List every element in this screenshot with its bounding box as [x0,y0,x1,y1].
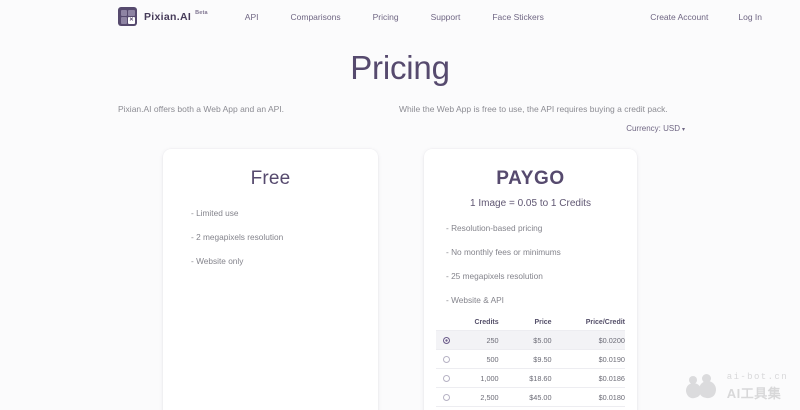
watermark-title: AI工具集 [726,386,782,401]
plan-card-free: Free - Limited use - 2 megapixels resolu… [163,149,378,410]
paygo-plan-title: PAYGO [496,168,565,189]
cell-credits: 250 [456,330,511,350]
cell-price: $85.00 [510,406,566,410]
pixian-grid-logo-icon: ✕ [118,7,137,26]
create-account-link[interactable]: Create Account [650,11,709,22]
plan-card-paygo: PAYGO 1 Image = 0.05 to 1 Credits - Reso… [424,149,637,410]
radio-button[interactable] [442,394,450,402]
currency-selector[interactable]: Currency: USD ▾ [626,124,685,133]
page-title: Pricing [350,49,450,86]
logo-cell-bottom-left [120,17,127,24]
radio-button[interactable] [442,356,450,364]
brand-beta-badge: Beta [195,9,208,16]
table-header-row: Credits Price Price/Credit [436,319,626,331]
table-row[interactable]: 5,000 $85.00 $0.0170 [436,406,625,410]
feature-item: - Website & API [446,295,504,305]
table-header-credits: Credits [474,319,499,326]
feature-item: - Resolution-based pricing [446,223,543,233]
log-in-link[interactable]: Log In [738,11,762,22]
radio-button[interactable] [442,375,450,383]
cell-credits: 2,500 [456,387,511,407]
cell-credits: 1,000 [456,368,511,388]
nav-link-pricing[interactable]: Pricing [372,11,399,22]
cell-price: $5.00 [510,330,566,350]
top-navigation-bar: ✕ Pixian.AI Beta API Comparisons Pricing… [0,0,800,33]
watermark-logo-icon [683,374,720,400]
row-radio-cell[interactable] [436,349,456,369]
nav-link-comparisons[interactable]: Comparisons [290,11,341,22]
watermark-head-left [688,376,697,384]
cell-price-per-credit: $0.0190 [565,349,625,369]
feature-item: - No monthly fees or minimums [446,247,561,257]
row-radio-cell[interactable] [436,406,456,410]
table-header-price: Price [534,319,552,326]
feature-item: - 2 megapixels resolution [191,232,284,242]
table-row[interactable]: 250 $5.00 $0.0200 [436,330,625,350]
logo-cell-x-icon: ✕ [128,17,135,24]
cell-price-per-credit: $0.0200 [565,330,625,350]
paygo-plan-features: - Resolution-based pricing - No monthly … [424,223,637,305]
currency-label: Currency: USD [626,124,680,133]
cell-price: $45.00 [510,387,566,407]
intro-text-right: While the Web App is free to use, the AP… [399,104,668,114]
watermark-text: ai-bot.cn AI工具集 [727,372,788,402]
paygo-plan-subtitle: 1 Image = 0.05 to 1 Credits [470,198,591,209]
watermark-head-right [701,374,711,383]
chevron-down-icon: ▾ [681,127,685,133]
row-radio-cell[interactable] [436,368,456,388]
free-plan-title: Free [250,168,291,189]
free-plan-features: - Limited use - 2 megapixels resolution … [163,208,378,266]
table-row[interactable]: 2,500 $45.00 $0.0180 [436,387,625,407]
table-body: 250 $5.00 $0.0200 500 $9.50 $0.0190 1,00… [436,330,625,410]
credit-pack-pricing-table: Credits Price Price/Credit 250 $5.00 $0.… [436,319,625,410]
row-radio-cell[interactable] [436,330,456,350]
row-radio-cell[interactable] [436,387,456,407]
table-row[interactable]: 500 $9.50 $0.0190 [436,349,625,369]
nav-links: API Comparisons Pricing Support Face Sti… [245,12,544,22]
brand-name: Pixian.AI [144,10,192,23]
feature-item: - Website only [191,256,244,266]
cell-credits: 500 [456,349,511,369]
table-header-select [436,319,456,331]
cell-price: $18.60 [510,368,566,388]
cell-price-per-credit: $0.0186 [565,368,625,388]
nav-link-api[interactable]: API [244,11,259,22]
nav-link-face-stickers[interactable]: Face Stickers [492,11,544,22]
feature-item: - 25 megapixels resolution [446,271,543,281]
cell-price-per-credit: $0.0170 [565,406,625,410]
nav-account-links: Create Account Log In [650,12,762,22]
cell-price: $9.50 [510,349,566,369]
nav-link-support[interactable]: Support [430,11,461,22]
cell-credits: 5,000 [456,406,511,410]
table-header-price-per-credit: Price/Credit [585,319,625,326]
table-row[interactable]: 1,000 $18.60 $0.0186 [436,368,625,388]
feature-item: - Limited use [191,208,239,218]
intro-text-left: Pixian.AI offers both a Web App and an A… [118,104,285,114]
radio-button-selected[interactable] [442,337,450,345]
logo-cell-top-right [128,9,135,16]
watermark-domain: ai-bot.cn [726,372,788,382]
watermark: ai-bot.cn AI工具集 [683,372,788,402]
brand-logo[interactable]: ✕ Pixian.AI Beta [118,7,211,26]
logo-cell-top-left [120,9,127,16]
cell-price-per-credit: $0.0180 [565,387,625,407]
